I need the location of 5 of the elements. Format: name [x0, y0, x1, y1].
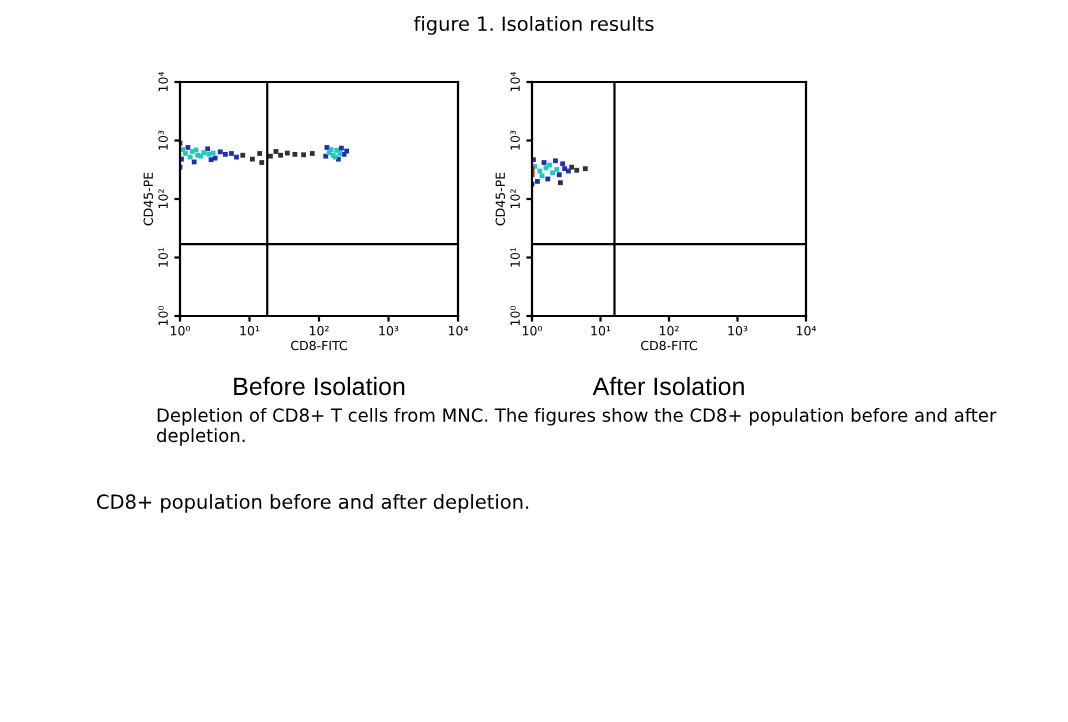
text: After Isolation	[592, 376, 744, 396]
caption: figure 1. Isolation results	[413, 16, 654, 35]
text: CD8+ population before and after depletion.	[97, 494, 529, 513]
text: Depletion of CD8+ T cells from MNC. The figures show the CD8+ population before and after depletion.	[157, 408, 997, 446]
text: Before Isolation	[234, 376, 405, 396]
